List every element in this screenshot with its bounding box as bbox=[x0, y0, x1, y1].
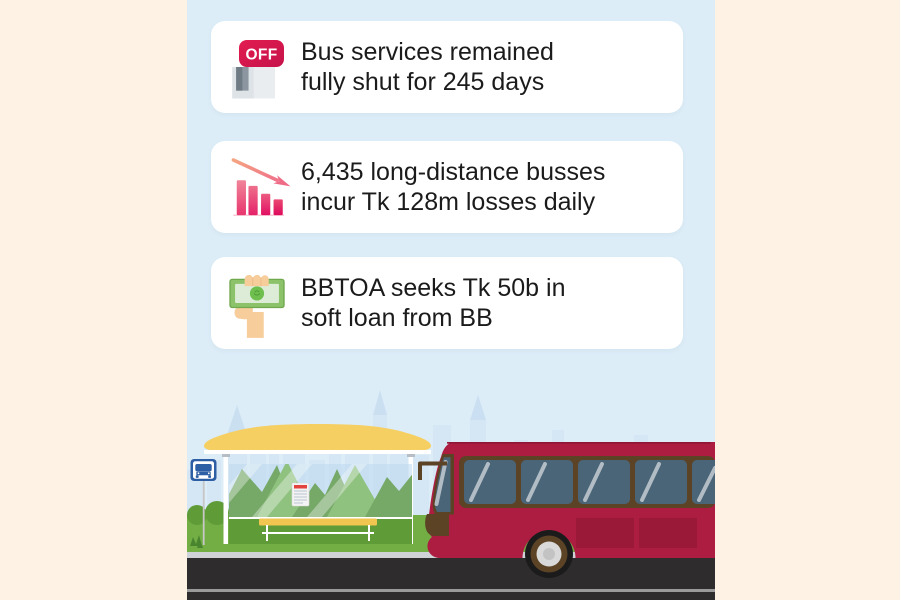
svg-text:OFF: OFF bbox=[245, 46, 277, 63]
